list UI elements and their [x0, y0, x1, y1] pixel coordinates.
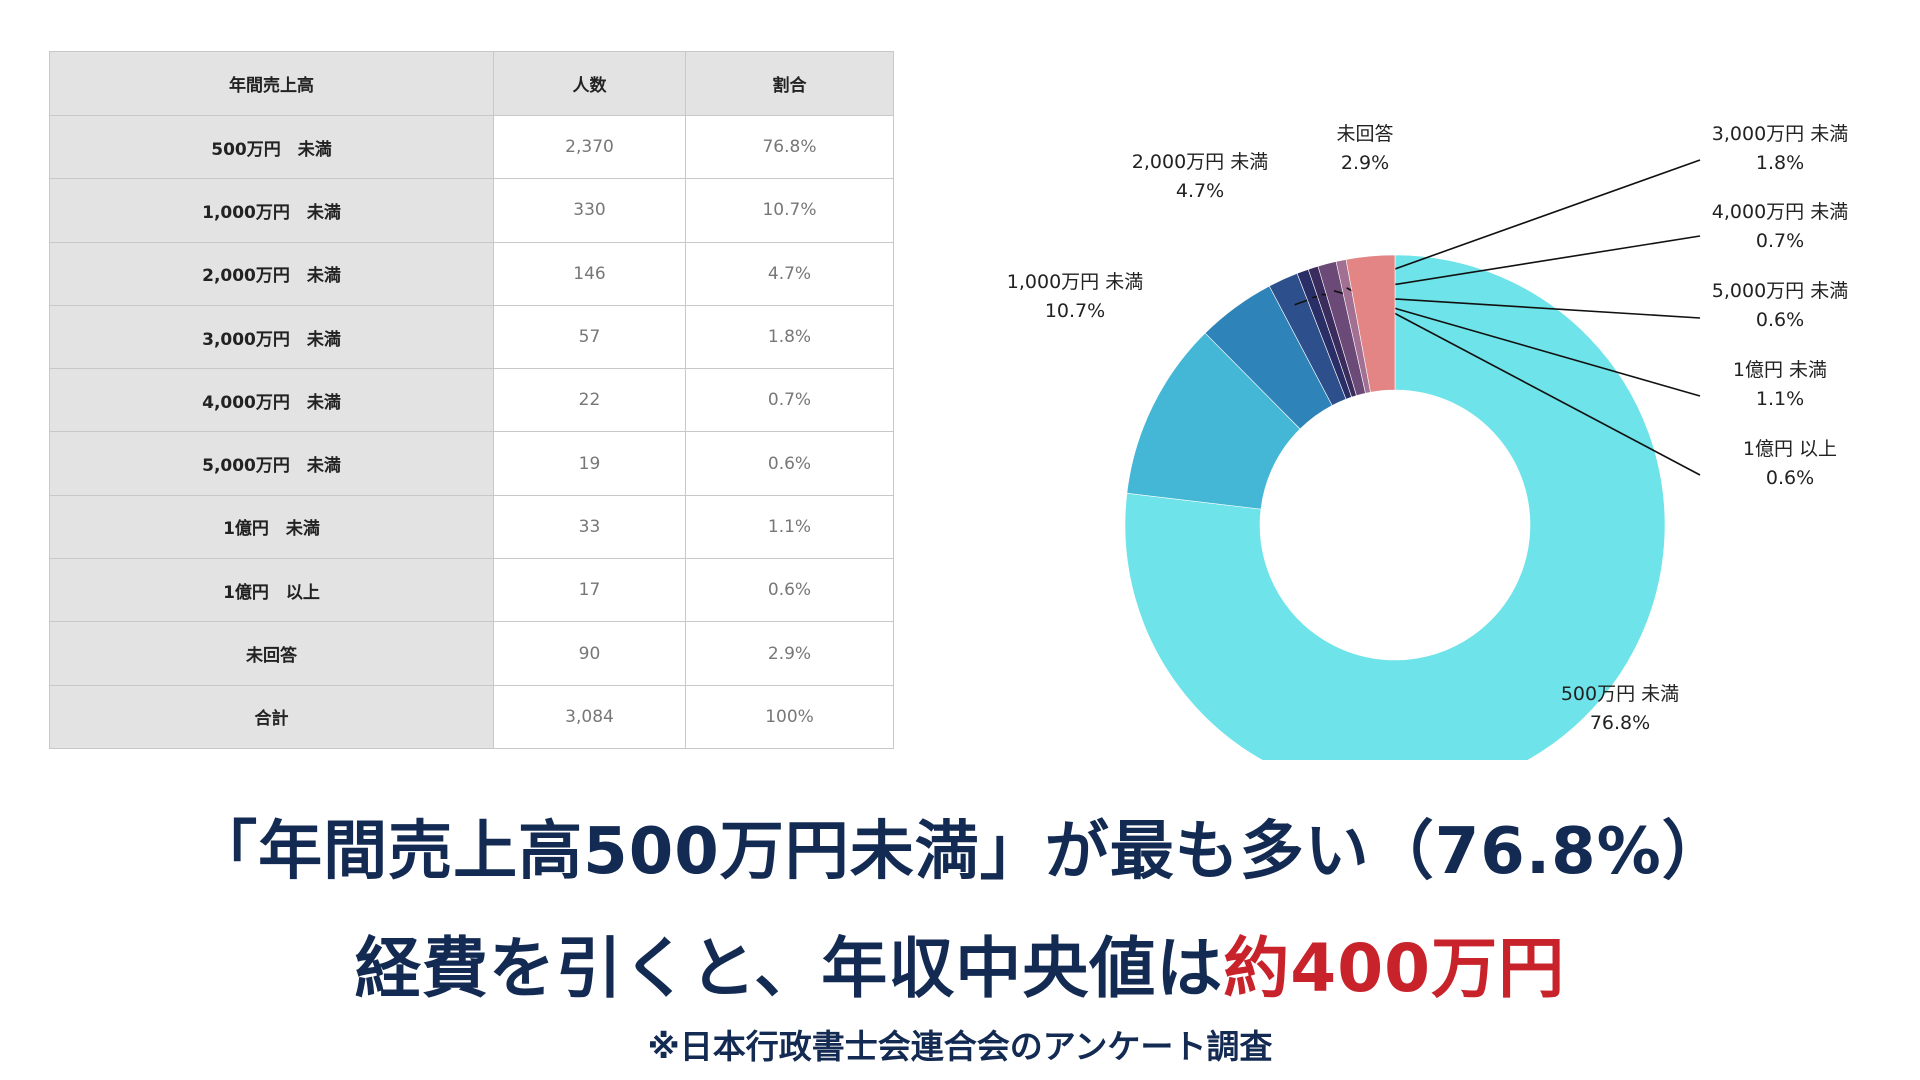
table-row: 1億円 以上 17 0.6%	[49, 558, 894, 623]
row-label: 1,000万円 未満	[49, 178, 494, 243]
row-ratio: 0.6%	[685, 558, 894, 623]
row-label: 2,000万円 未満	[49, 241, 494, 306]
slice-label: 4,000万円 未満	[1712, 201, 1848, 223]
row-count: 57	[493, 304, 686, 370]
source-note: ※日本行政書士会連合会のアンケート調査	[647, 1027, 1273, 1066]
slice-label: 未回答	[1336, 123, 1393, 145]
row-count: 17	[493, 558, 686, 623]
row-count: 90	[493, 621, 686, 686]
row-label: 合計	[49, 684, 494, 750]
slice-value-label: 2.9%	[1341, 152, 1389, 174]
slice-label: 5,000万円 未満	[1712, 280, 1848, 302]
table-row: 1億円 未満 33 1.1%	[49, 494, 894, 560]
slice-label: 1,000万円 未満	[1007, 271, 1143, 293]
header-ratio: 割合	[685, 51, 894, 116]
row-ratio: 1.1%	[685, 494, 894, 560]
slice-value-label: 4.7%	[1176, 180, 1224, 202]
row-label: 1億円 未満	[49, 494, 494, 560]
row-ratio: 100%	[685, 684, 894, 750]
slice-label: 2,000万円 未満	[1132, 151, 1268, 173]
row-label: 1億円 以上	[49, 558, 494, 623]
row-ratio: 2.9%	[685, 621, 894, 686]
headline-line-2: 経費を引くと、年収中央値は約400万円	[0, 915, 1920, 1011]
row-count: 3,084	[493, 684, 686, 750]
slice-value-label: 0.7%	[1756, 230, 1804, 252]
leader-line	[1346, 287, 1701, 476]
row-label: 500万円 未満	[49, 114, 494, 180]
slice-value-label: 0.6%	[1766, 467, 1814, 489]
slice-label: 500万円 未満	[1561, 683, 1679, 705]
table-header-row: 年間売上高 人数 割合	[49, 51, 894, 116]
row-count: 33	[493, 494, 686, 560]
row-count: 330	[493, 178, 686, 243]
table-row: 3,000万円 未満 57 1.8%	[49, 304, 894, 370]
table-row: 5,000万円 未満 19 0.6%	[49, 431, 894, 496]
row-label: 3,000万円 未満	[49, 304, 494, 370]
headline-line-1: 「年間売上高500万円未満」が最も多い（76.8%）	[193, 815, 1727, 889]
table-row: 2,000万円 未満 146 4.7%	[49, 241, 894, 306]
row-ratio: 0.7%	[685, 368, 894, 433]
donut-chart: 500万円 未満 76.8% 1,000万円 未満 10.7% 2,000万円 未満 4.…	[1007, 123, 1848, 760]
slice-label: 1億円 以上	[1743, 438, 1837, 460]
donut-slice	[1124, 254, 1666, 760]
slice-value-label: 1.1%	[1756, 388, 1804, 410]
row-count: 22	[493, 368, 686, 433]
table-row-total: 合計 3,084 100%	[49, 684, 894, 750]
row-count: 19	[493, 431, 686, 496]
header-count: 人数	[493, 51, 686, 116]
headline-line-2-main: 経費を引くと、年収中央値は	[354, 930, 1224, 1007]
slice-value-label: 76.8%	[1590, 712, 1650, 734]
row-ratio: 0.6%	[685, 431, 894, 496]
row-ratio: 4.7%	[685, 241, 894, 306]
row-ratio: 1.8%	[685, 304, 894, 370]
row-count: 2,370	[493, 114, 686, 180]
table-row: 4,000万円 未満 22 0.7%	[49, 368, 894, 433]
row-label: 4,000万円 未満	[49, 368, 494, 433]
row-label: 5,000万円 未満	[49, 431, 494, 496]
row-ratio: 10.7%	[685, 178, 894, 243]
row-label: 未回答	[49, 621, 494, 686]
headline-line-2-accent: 約400万円	[1223, 930, 1566, 1007]
slice-label: 1億円 未満	[1733, 359, 1827, 381]
row-ratio: 76.8%	[685, 114, 894, 180]
slice-value-label: 1.8%	[1756, 152, 1804, 174]
slice-label: 3,000万円 未満	[1712, 123, 1848, 145]
slice-value-label: 10.7%	[1045, 300, 1105, 322]
table-row: 500万円 未満 2,370 76.8%	[49, 114, 894, 180]
donut-slice	[1345, 254, 1396, 393]
row-count: 146	[493, 241, 686, 306]
income-table: 年間売上高 人数 割合 500万円 未満 2,370 76.8% 1,000万円…	[49, 51, 894, 750]
table-row: 未回答 90 2.9%	[49, 621, 894, 686]
slice-value-label: 0.6%	[1756, 309, 1804, 331]
table-row: 1,000万円 未満 330 10.7%	[49, 178, 894, 243]
header-annual-sales: 年間売上高	[49, 51, 494, 116]
